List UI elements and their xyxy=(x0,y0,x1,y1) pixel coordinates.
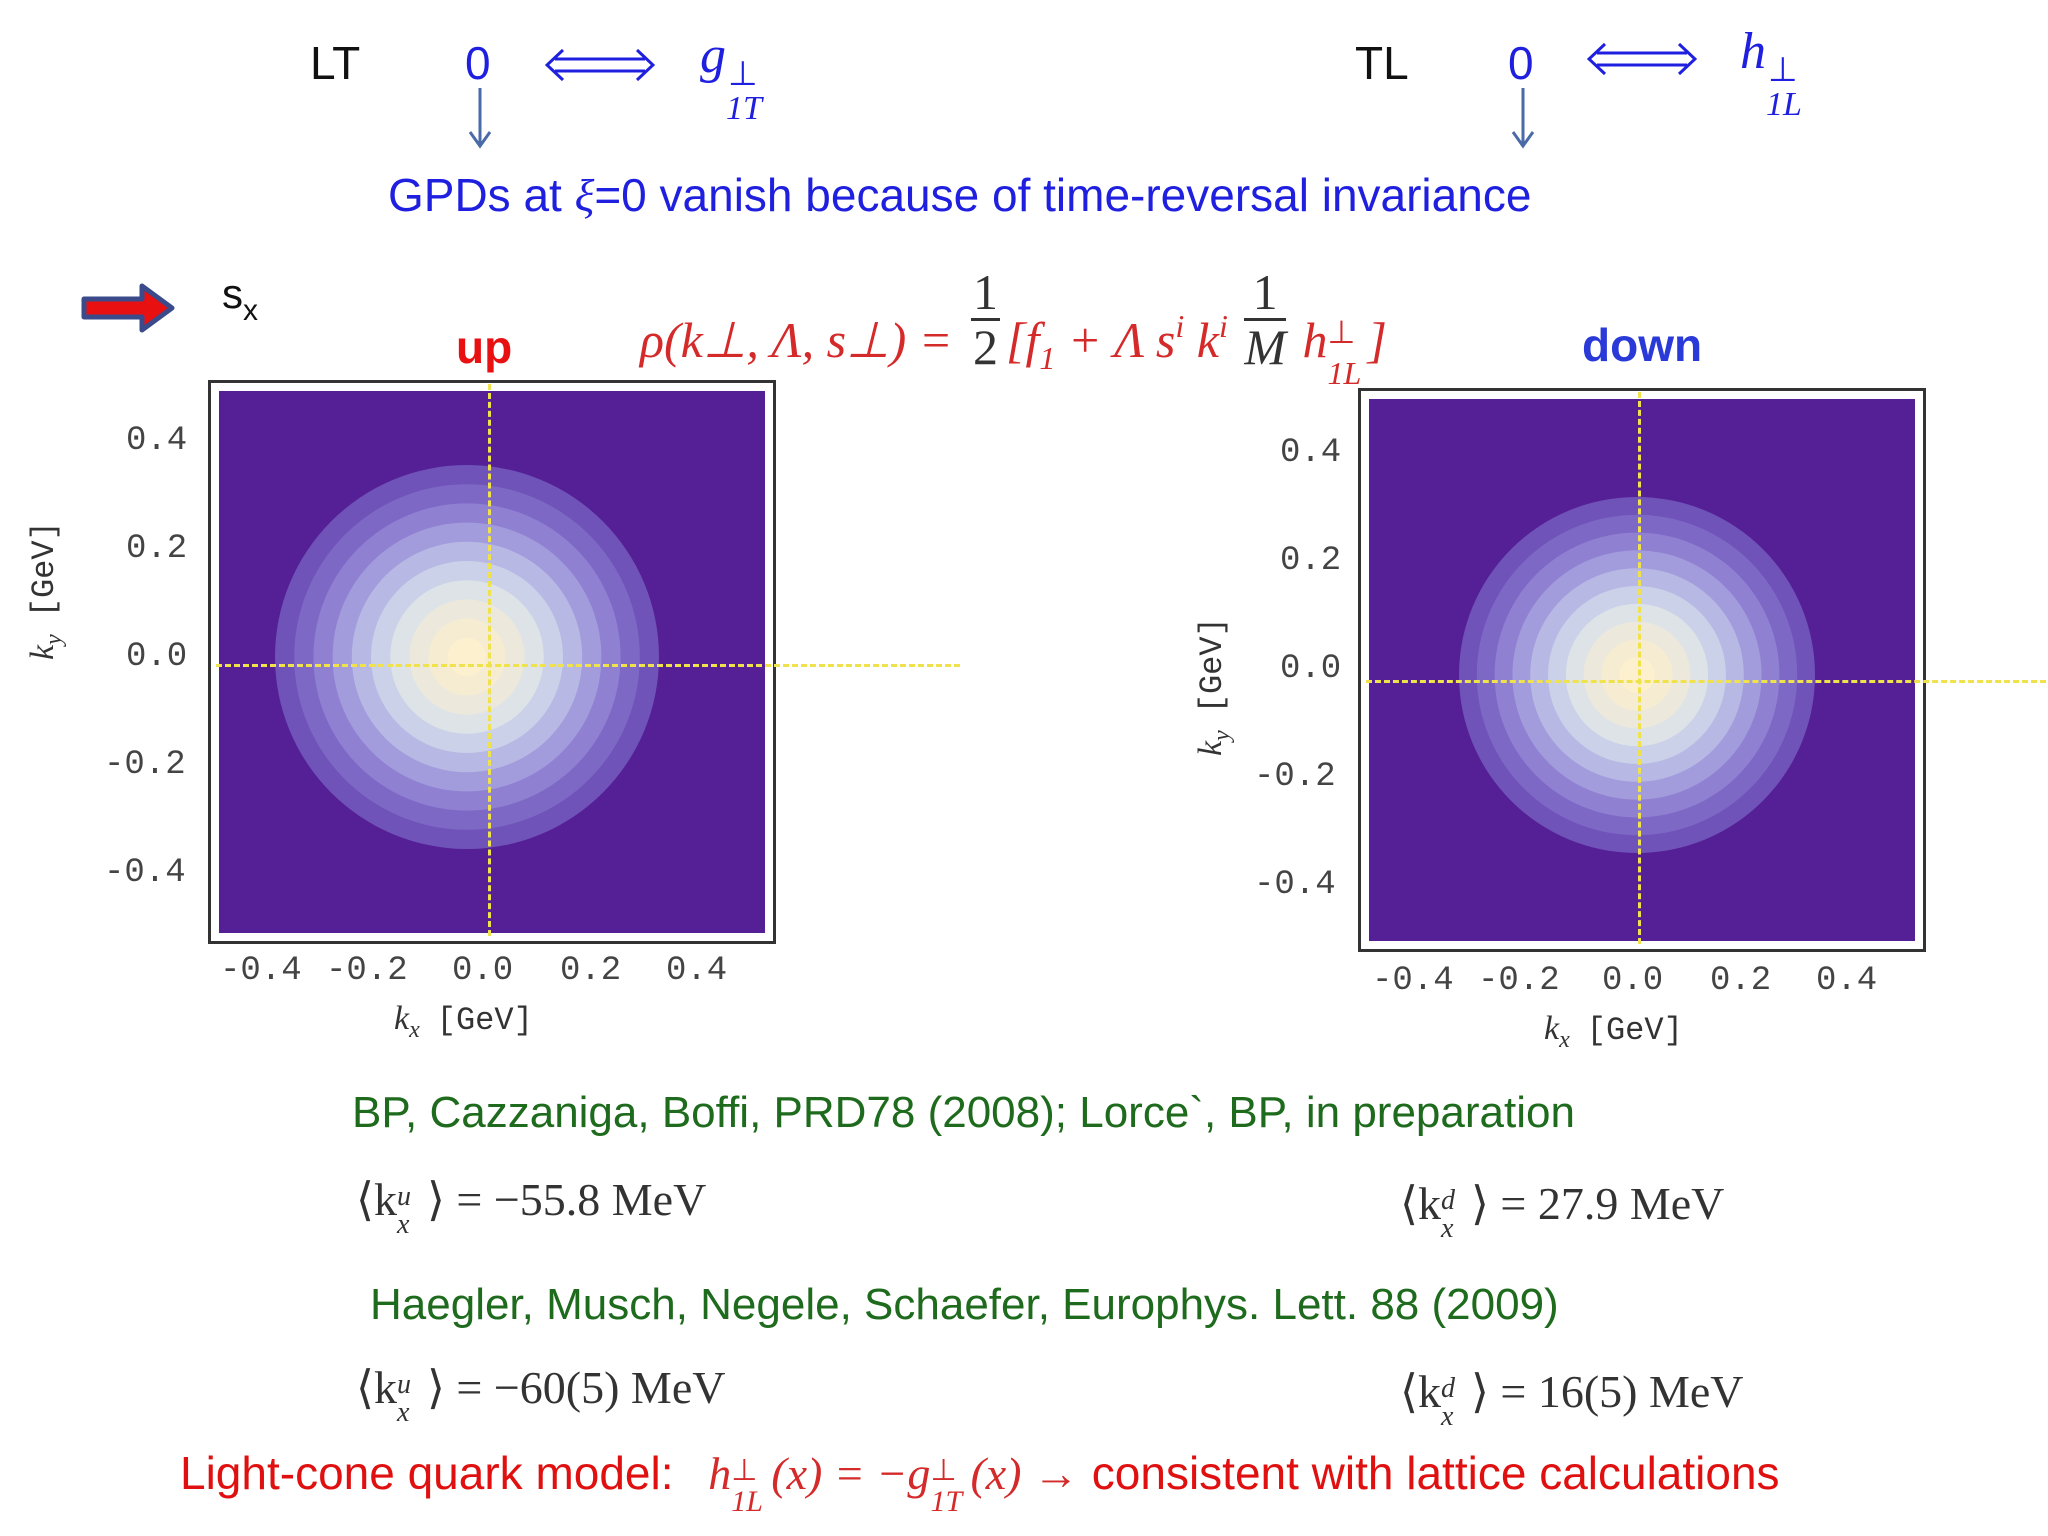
conclusion-relation: h ⊥ 1L (x) = −g ⊥ 1T (x) → xyxy=(708,1448,1079,1518)
lt-down-arrow-icon xyxy=(468,88,492,149)
up-plot-title: up xyxy=(456,321,513,373)
up-x-tick-label: 0.4 xyxy=(666,952,728,990)
down-density-contours xyxy=(1369,399,1915,941)
down-y-tick-label: 0.2 xyxy=(1280,542,1342,580)
gpds-statement: GPDs at ξ=0 vanish because of time-rever… xyxy=(388,169,1532,221)
conclusion-suffix: consistent with lattice calculations xyxy=(1091,1447,1780,1499)
tl-function: h ⊥ 1L xyxy=(1740,23,1802,123)
density-contour-ring xyxy=(1619,657,1655,693)
down-y-tick-label: -0.4 xyxy=(1254,866,1336,904)
spin-direction-arrow-icon xyxy=(81,283,175,333)
up-x-axis-label: kx [GeV] xyxy=(394,1000,533,1043)
up-horizontal-crosshair xyxy=(216,664,960,667)
down-vertical-crosshair xyxy=(1638,392,1641,944)
density-formula: ρ(k⊥, Λ, s⊥) = 1 2 [f1 + Λ si ki 1 M h ⊥ 1… xyxy=(640,264,1387,391)
up-density-contours xyxy=(219,391,765,933)
down-x-tick-label: -0.4 xyxy=(1372,962,1454,1000)
down-y-tick-label: -0.2 xyxy=(1254,758,1336,796)
down-y-tick-label: 0.4 xyxy=(1280,434,1342,472)
up-x-tick-label: 0.0 xyxy=(452,952,514,990)
down-density-plot xyxy=(1358,388,1926,952)
up-y-tick-label: 0.2 xyxy=(126,530,188,568)
up-y-axis-label: ky [GeV] xyxy=(24,521,67,660)
tl-zero: 0 xyxy=(1508,37,1534,89)
conclusion-prefix: Light-cone quark model: xyxy=(180,1447,674,1499)
up-y-tick-label: -0.4 xyxy=(104,854,186,892)
tl-down-arrow-icon xyxy=(1511,88,1535,149)
up-x-tick-label: 0.2 xyxy=(560,952,622,990)
conclusion-line: Light-cone quark model: h ⊥ 1L (x) = −g ⊥ 1T(… xyxy=(180,1446,1780,1518)
up-density-plot xyxy=(208,380,776,944)
down-y-tick-label: 0.0 xyxy=(1280,650,1342,688)
lattice-up-mean-kx: ⟨k u x ⟩ = −60(5) MeV xyxy=(356,1362,726,1428)
density-contour-ring xyxy=(447,637,487,677)
reference-model: BP, Cazzaniga, Boffi, PRD78 (2008); Lorc… xyxy=(352,1088,1575,1137)
down-x-tick-label: 0.2 xyxy=(1710,962,1772,1000)
lt-equivalence-arrow-icon xyxy=(545,48,655,82)
up-x-tick-label: -0.2 xyxy=(326,952,408,990)
tl-equivalence-arrow-icon xyxy=(1587,42,1697,76)
down-x-tick-label: 0.0 xyxy=(1602,962,1664,1000)
up-vertical-crosshair xyxy=(488,384,491,936)
down-x-tick-label: 0.4 xyxy=(1816,962,1878,1000)
down-x-tick-label: -0.2 xyxy=(1478,962,1560,1000)
lt-zero: 0 xyxy=(465,37,491,89)
lattice-down-mean-kx: ⟨k d x ⟩ = 16(5) MeV xyxy=(1400,1366,1744,1432)
up-y-tick-label: -0.2 xyxy=(104,746,186,784)
tl-label: TL xyxy=(1355,37,1409,89)
model-down-mean-kx: ⟨k d x ⟩ = 27.9 MeV xyxy=(1400,1178,1725,1244)
down-y-axis-label: ky [GeV] xyxy=(1192,617,1235,756)
down-plot-title: down xyxy=(1582,319,1703,371)
spin-label: sx xyxy=(222,270,258,327)
down-x-axis-label: kx [GeV] xyxy=(1544,1010,1683,1053)
up-y-tick-label: 0.0 xyxy=(126,638,188,676)
lt-label: LT xyxy=(310,37,361,89)
down-horizontal-crosshair xyxy=(1366,680,2046,683)
reference-lattice: Haegler, Musch, Negele, Schaefer, Europh… xyxy=(370,1280,1559,1329)
up-y-tick-label: 0.4 xyxy=(126,422,188,460)
up-x-tick-label: -0.4 xyxy=(220,952,302,990)
model-up-mean-kx: ⟨k u x ⟩ = −55.8 MeV xyxy=(356,1174,707,1240)
lt-function: g ⊥ 1T xyxy=(700,27,762,127)
